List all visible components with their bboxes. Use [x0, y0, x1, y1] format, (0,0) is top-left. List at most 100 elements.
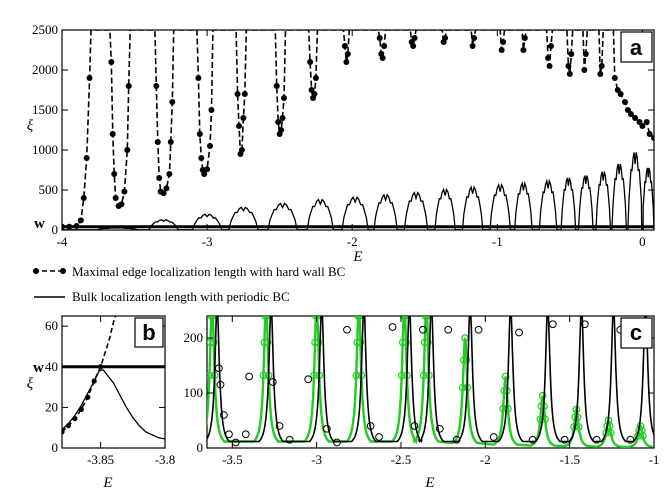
- green-marker: [397, 371, 406, 380]
- edge-data-point: [312, 75, 319, 81]
- edge-data-point: [498, 47, 505, 53]
- green-marker: [314, 338, 323, 347]
- legend-item-bulk: Bulk localization length with periodic B…: [34, 289, 290, 304]
- edge-data-point: [273, 83, 280, 89]
- panel-b-ytick-label: 20: [45, 399, 58, 414]
- green-marker: [207, 371, 214, 380]
- panel-c-ticks: -3.5 -3 -2.5 -2 -1.5 -1 0 100 200: [184, 316, 659, 467]
- edge-data-point: [240, 115, 247, 121]
- edge-data-point: [83, 155, 90, 161]
- green-marker: [607, 429, 615, 437]
- black-circle-marker: [343, 325, 351, 334]
- edge-data-point-b: [65, 423, 72, 429]
- edge-data-point: [196, 131, 203, 137]
- edge-data-point: [163, 185, 170, 192]
- black-resonance-line: [207, 316, 654, 444]
- edge-data-point: [547, 43, 554, 49]
- edge-data-point: [118, 201, 125, 208]
- edge-data-point: [410, 43, 417, 49]
- edge-data-point-b: [98, 364, 104, 370]
- black-circle-marker: [452, 435, 461, 444]
- black-circle-marker: [241, 430, 250, 439]
- edge-data-point: [344, 51, 351, 57]
- green-marker: [356, 338, 365, 347]
- panel-a-xtick-label: -3: [202, 234, 213, 249]
- panel-b-w-label: w: [33, 360, 44, 376]
- edge-data-point: [379, 55, 386, 61]
- green-marker: [209, 338, 218, 347]
- edge-data-point: [581, 67, 588, 73]
- green-marker: [536, 415, 545, 424]
- edge-data-point: [207, 143, 213, 149]
- legend-dot-left: [33, 268, 39, 274]
- panel-c-ytick-label: 200: [184, 330, 204, 345]
- panel-a-ytick-label: 1500: [32, 102, 58, 117]
- edge-data-point: [376, 35, 383, 41]
- panel-c-xtick-label: -1.5: [559, 452, 580, 467]
- edge-data-point: [238, 147, 245, 153]
- edge-data-point: [471, 35, 478, 41]
- green-marker: [310, 371, 318, 380]
- panel-c-ytick-label: 0: [197, 440, 204, 455]
- edge-data-point: [621, 99, 628, 105]
- edge-data-point: [582, 51, 589, 57]
- bulk-localization-line-b: [62, 369, 165, 440]
- bulk-localization-line: [62, 152, 654, 230]
- panel-a-xtick-label: -4: [57, 234, 68, 249]
- legend-label-bulk: Bulk localization length with periodic B…: [72, 289, 290, 304]
- black-circle-marker: [245, 372, 254, 381]
- green-marker: [459, 356, 468, 364]
- panel-c-letter: c: [630, 320, 642, 345]
- green-marker: [401, 316, 409, 320]
- edge-data-point: [545, 55, 552, 61]
- edge-data-point: [627, 111, 634, 117]
- edge-data-point: [154, 139, 161, 145]
- edge-data-point: [611, 75, 618, 81]
- black-circle-marker: [626, 435, 635, 444]
- green-marker: [313, 316, 322, 320]
- panel-a-ytick-label: 0: [52, 222, 59, 237]
- panel-a-xtick-label: 0: [639, 234, 646, 249]
- green-marker: [639, 432, 647, 440]
- panel-a-ytick-label: 500: [39, 182, 59, 197]
- panel-b-xtick-label: -3.8: [155, 452, 176, 467]
- black-circle-marker: [304, 375, 313, 384]
- edge-data-point: [112, 195, 119, 201]
- panel-a-xlabel: E: [352, 249, 362, 265]
- edge-data-point: [341, 43, 348, 49]
- green-marker: [458, 383, 467, 392]
- edge-data-point: [111, 171, 118, 177]
- edge-data-point: [204, 166, 211, 173]
- green-marker: [311, 338, 319, 347]
- black-circle-marker: [419, 325, 427, 334]
- green-marker: [462, 356, 471, 364]
- panel-b-ticks: -3.85 -3.8 0 20 40 60: [45, 316, 175, 467]
- panel-a-ytick-label: 2000: [32, 62, 58, 77]
- edge-data-point-b: [85, 394, 91, 400]
- panel-c: -3.5 -3 -2.5 -2 -1.5 -1 0 100 200 E c: [184, 315, 659, 491]
- edge-data-point: [156, 175, 163, 181]
- green-marker: [263, 316, 271, 320]
- black-circle-marker: [225, 430, 233, 439]
- edge-data-point: [125, 83, 132, 89]
- panel-c-letter-box: [620, 317, 653, 349]
- black-circle-marker: [580, 320, 589, 329]
- legend-label-edge: Maximal edge localization length with ha…: [72, 264, 345, 279]
- black-circle-marker: [435, 424, 444, 433]
- edge-data-point: [109, 131, 116, 137]
- panel-c-xtick-label: -2.5: [391, 452, 412, 467]
- panel-b-frame: [61, 315, 166, 449]
- panel-c-ytick-label: 100: [184, 385, 204, 400]
- edge-data-point: [643, 119, 650, 125]
- legend-item-edge: Maximal edge localization length with ha…: [33, 264, 345, 279]
- panel-a-letter-box: [620, 31, 653, 63]
- panel-b-ytick-label: 40: [45, 359, 58, 374]
- edge-data-point: [167, 139, 174, 145]
- edge-data-point: [311, 91, 318, 97]
- panel-a-letter: a: [630, 35, 643, 60]
- green-marker: [538, 391, 547, 400]
- edge-data-point: [307, 59, 314, 65]
- edge-data-point: [381, 43, 388, 49]
- panel-a-w-label: w: [34, 216, 45, 232]
- black-circle-marker: [268, 378, 277, 386]
